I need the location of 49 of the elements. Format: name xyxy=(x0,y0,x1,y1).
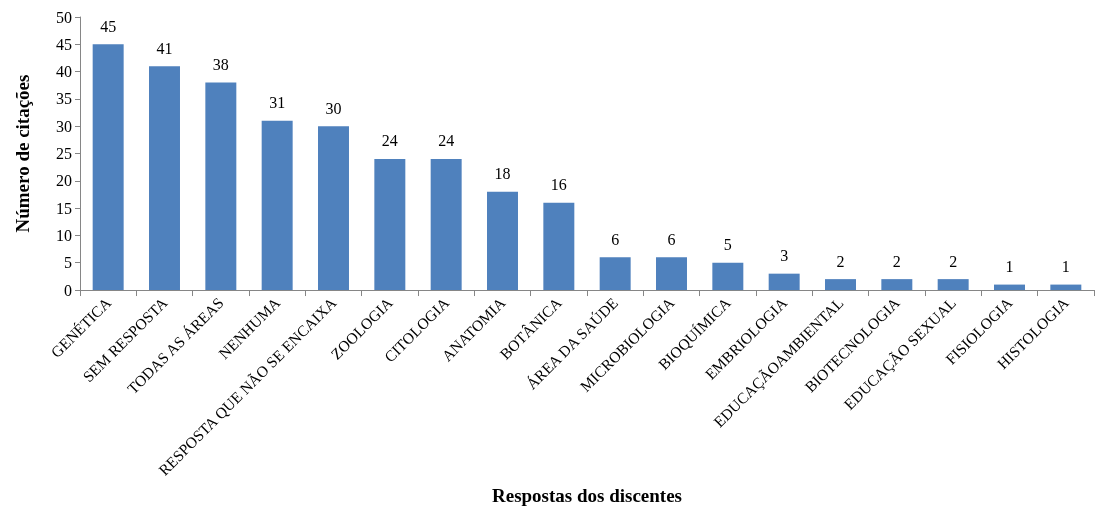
y-tick-label: 15 xyxy=(56,199,72,217)
data-label: 1 xyxy=(1061,258,1070,276)
y-axis-title: Número de citações xyxy=(12,74,33,233)
data-label: 24 xyxy=(438,132,455,150)
bar xyxy=(599,257,631,291)
data-label: 6 xyxy=(611,230,620,248)
bar xyxy=(712,262,744,291)
data-label: 38 xyxy=(212,56,229,74)
bar xyxy=(318,126,349,291)
bar xyxy=(768,273,800,291)
y-tick-label: 35 xyxy=(56,90,72,108)
bar xyxy=(656,257,687,291)
data-label: 1 xyxy=(1005,258,1014,276)
x-axis-title: Respostas dos discentes xyxy=(491,485,683,506)
bar xyxy=(261,120,293,291)
data-label: 2 xyxy=(836,252,845,270)
y-tick-label: 45 xyxy=(56,35,72,53)
y-tick-label: 40 xyxy=(56,63,72,81)
bar xyxy=(92,44,124,291)
bar xyxy=(994,284,1025,291)
bar xyxy=(487,191,518,291)
data-label: 16 xyxy=(550,176,567,194)
y-tick-label: 5 xyxy=(64,254,72,272)
data-label: 30 xyxy=(325,99,342,117)
y-tick-label: 30 xyxy=(56,117,72,135)
y-tick-label: 10 xyxy=(56,226,72,244)
data-label: 6 xyxy=(667,230,676,248)
data-label: 18 xyxy=(494,165,511,183)
bar xyxy=(374,158,406,291)
bar xyxy=(149,66,180,291)
y-tick-label: 0 xyxy=(64,281,72,299)
data-label: 31 xyxy=(269,94,286,112)
bar xyxy=(825,279,856,291)
y-tick-label: 50 xyxy=(56,8,72,26)
bar xyxy=(881,279,913,291)
y-tick-label: 20 xyxy=(56,172,72,190)
bar xyxy=(1050,284,1082,291)
data-label: 24 xyxy=(381,132,398,150)
data-label: 5 xyxy=(723,236,732,254)
data-label: 3 xyxy=(780,247,789,265)
y-tick-label: 25 xyxy=(56,145,72,163)
data-label: 2 xyxy=(949,252,958,270)
bar xyxy=(205,82,237,291)
data-label: 2 xyxy=(892,252,901,270)
bar xyxy=(543,202,575,291)
bar xyxy=(937,279,969,291)
data-label: 41 xyxy=(156,39,173,57)
data-label: 45 xyxy=(100,17,117,35)
bar xyxy=(430,158,462,291)
